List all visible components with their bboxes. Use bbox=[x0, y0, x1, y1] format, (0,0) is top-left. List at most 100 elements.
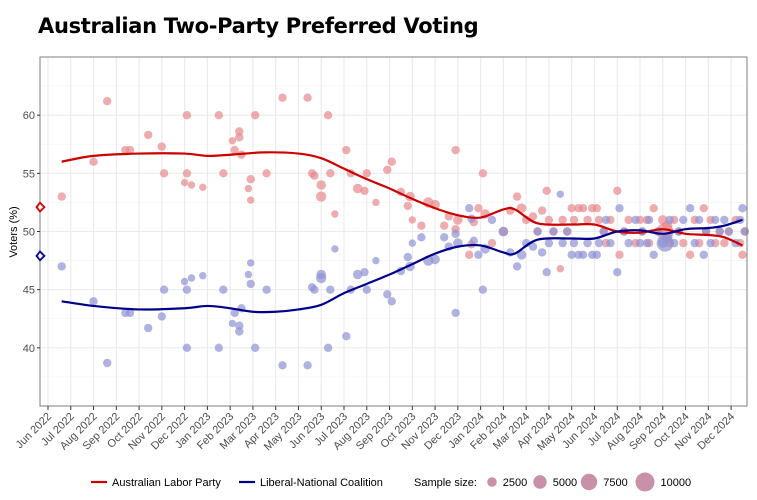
legend-label-lnc: Liberal-National Coalition bbox=[260, 477, 383, 489]
data-point-alp bbox=[103, 97, 112, 106]
data-point-alp bbox=[487, 238, 497, 248]
data-point-lnc bbox=[331, 245, 339, 253]
data-point-lnc bbox=[352, 269, 363, 280]
data-point-alp bbox=[278, 93, 287, 102]
size-legend-label: 7500 bbox=[603, 477, 627, 489]
data-point-lnc bbox=[89, 297, 98, 306]
data-point-lnc bbox=[199, 272, 207, 280]
size-legend-circle bbox=[533, 475, 547, 489]
data-point-alp bbox=[342, 145, 351, 155]
data-point-lnc bbox=[362, 285, 371, 294]
data-point-lnc bbox=[594, 238, 604, 248]
data-point-lnc bbox=[516, 250, 527, 260]
data-point-alp bbox=[182, 169, 192, 178]
y-tick-label: 40 bbox=[23, 343, 35, 355]
size-legend-label: 5000 bbox=[553, 477, 577, 489]
data-point-alp bbox=[230, 145, 239, 155]
data-point-lnc bbox=[103, 358, 112, 368]
election-result-marker-inner bbox=[38, 252, 43, 259]
data-point-alp bbox=[569, 215, 579, 225]
data-point-lnc bbox=[578, 250, 588, 259]
data-point-alp bbox=[699, 204, 708, 213]
data-point-lnc bbox=[606, 238, 615, 248]
data-point-lnc bbox=[556, 190, 564, 198]
data-point-lnc bbox=[685, 204, 695, 213]
data-point-lnc bbox=[720, 215, 729, 225]
data-point-lnc bbox=[235, 327, 244, 336]
data-point-lnc bbox=[701, 227, 711, 236]
data-point-lnc bbox=[542, 268, 551, 277]
data-point-lnc bbox=[465, 204, 474, 213]
data-point-lnc bbox=[635, 238, 645, 248]
data-point-alp bbox=[453, 215, 463, 225]
data-point-lnc bbox=[644, 215, 654, 225]
data-point-alp bbox=[440, 221, 449, 230]
data-point-alp bbox=[180, 178, 189, 187]
data-point-lnc bbox=[533, 227, 542, 236]
data-point-alp bbox=[537, 206, 547, 215]
data-point-alp bbox=[512, 192, 522, 201]
data-point-lnc bbox=[478, 285, 488, 294]
y-tick-label: 55 bbox=[23, 168, 35, 180]
data-point-alp bbox=[558, 215, 567, 225]
data-point-alp bbox=[567, 204, 576, 213]
data-point-lnc bbox=[715, 227, 724, 236]
election-result-marker-inner bbox=[38, 204, 43, 211]
data-point-alp bbox=[310, 171, 319, 180]
data-point-lnc bbox=[230, 308, 239, 318]
data-point-lnc bbox=[679, 215, 688, 225]
data-point-alp bbox=[685, 250, 695, 259]
data-point-alp bbox=[316, 191, 327, 202]
data-point-lnc bbox=[408, 239, 416, 247]
data-point-alp bbox=[57, 192, 66, 201]
data-point-lnc bbox=[372, 256, 380, 265]
data-point-alp bbox=[615, 250, 624, 259]
y-tick-label: 60 bbox=[23, 110, 35, 122]
chart-title: Australian Two-Party Preferred Voting bbox=[38, 14, 479, 38]
data-point-lnc bbox=[740, 227, 749, 236]
data-point-lnc bbox=[387, 297, 396, 306]
data-point-lnc bbox=[219, 285, 228, 294]
data-point-alp bbox=[417, 221, 426, 230]
data-point-alp bbox=[303, 93, 312, 102]
data-point-lnc bbox=[469, 236, 478, 245]
data-point-alp bbox=[383, 165, 392, 174]
data-point-alp bbox=[262, 169, 271, 178]
data-point-lnc bbox=[624, 238, 633, 248]
data-point-alp bbox=[528, 212, 538, 221]
data-point-lnc bbox=[57, 262, 66, 271]
data-point-lnc bbox=[699, 250, 708, 259]
data-point-lnc bbox=[724, 227, 733, 236]
data-point-lnc bbox=[246, 279, 255, 289]
size-legend-title: Sample size: bbox=[414, 477, 477, 489]
data-point-alp bbox=[144, 130, 153, 140]
trend-lines bbox=[61, 151, 743, 314]
data-point-alp bbox=[613, 186, 622, 195]
data-point-lnc bbox=[498, 226, 509, 237]
data-point-lnc bbox=[310, 285, 319, 294]
size-legend-circle bbox=[487, 477, 497, 487]
y-tick-label: 45 bbox=[23, 285, 35, 297]
data-point-lnc bbox=[430, 254, 440, 265]
data-point-alp bbox=[326, 169, 335, 178]
data-point-alp bbox=[235, 133, 244, 142]
data-point-alp bbox=[542, 186, 551, 195]
data-point-lnc bbox=[144, 323, 153, 333]
data-point-alp bbox=[465, 250, 474, 259]
data-point-alp bbox=[228, 137, 237, 145]
data-point-alp bbox=[159, 169, 169, 178]
data-point-alp bbox=[251, 111, 260, 120]
data-point-alp bbox=[594, 215, 604, 225]
data-point-alp bbox=[679, 238, 688, 248]
data-point-lnc bbox=[569, 238, 579, 248]
data-point-alp bbox=[360, 186, 369, 195]
data-point-alp bbox=[182, 111, 192, 120]
data-point-alp bbox=[246, 175, 255, 184]
data-point-alp bbox=[352, 183, 363, 194]
size-legend-circle bbox=[580, 473, 598, 491]
data-point-lnc bbox=[563, 227, 572, 236]
y-axis-label: Voters (%) bbox=[8, 206, 20, 257]
data-point-alp bbox=[157, 142, 166, 151]
legend-label-alp: Australian Labor Party bbox=[112, 477, 221, 489]
